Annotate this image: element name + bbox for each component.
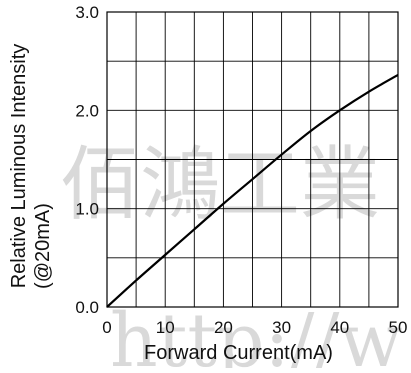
x-tick-label: 40 [330,318,349,337]
y-tick-label: 2.0 [75,101,99,120]
plot-frame [106,11,399,308]
x-tick-label: 30 [272,318,291,337]
watermark-cjk: 佰鴻工業 [60,138,380,231]
y-tick-label: 3.0 [75,3,99,22]
watermark: 佰鴻工業 http://w [60,138,403,373]
watermark-url: http://w [110,298,403,368]
y-tick-labels: 0.0 1.0 2.0 3.0 [75,3,99,317]
x-tick-labels: 0 10 20 30 40 50 [102,318,407,337]
x-tick-label: 20 [214,318,233,337]
series-layer [106,73,399,308]
x-tick-label: 0 [102,318,111,337]
grid [106,11,399,308]
y-tick-label: 1.0 [75,200,99,219]
x-tick-label: 10 [156,318,175,337]
x-axis-label: Forward Current(mA) [144,342,333,364]
x-tick-label: 50 [389,318,408,337]
y-tick-label: 0.0 [75,298,99,317]
y-axis-label-line-1: Relative Luminous Intensity [8,44,30,289]
y-axis-label-line-2: (@20mA) [32,203,54,289]
series-line-0 [106,73,399,308]
